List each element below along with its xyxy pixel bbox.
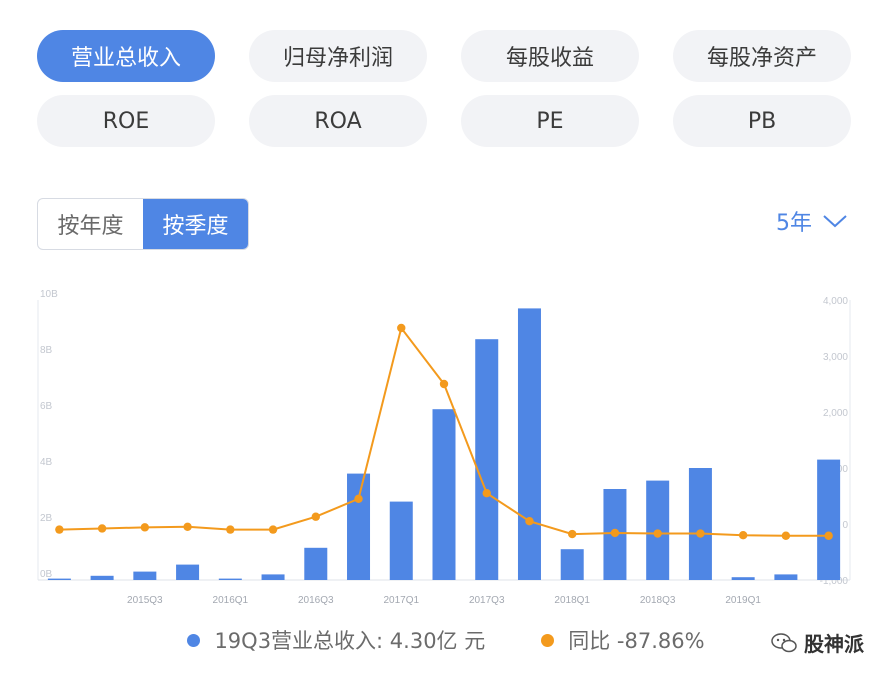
annual-button[interactable]: 按年度 [57, 214, 124, 239]
quarterly-button[interactable]: 按季度 [143, 199, 248, 249]
tab-roe[interactable]: ROE [37, 95, 215, 147]
tab-revenue[interactable]: 营业总收入 [37, 30, 215, 82]
y-left-tick-label: 2B [40, 513, 53, 524]
yoy-point [610, 528, 620, 538]
range-selector[interactable]: 5年 [776, 204, 848, 238]
yoy-point [97, 524, 107, 533]
revenue-bar [218, 578, 242, 580]
chevron-down-icon [823, 215, 847, 228]
revenue-chart: 0B2B4B6B8B10B-1,00001,0002,0003,0004,000… [37, 289, 851, 606]
revenue-bar [133, 571, 157, 580]
yoy-point [696, 529, 705, 538]
tab-net-profit[interactable]: 归母净利润 [249, 30, 427, 82]
tab-bps[interactable]: 每股净资产 [673, 30, 851, 82]
y-left-tick-label: 6B [40, 401, 53, 412]
x-tick-label: 2017Q1 [383, 595, 419, 606]
yoy-point [781, 531, 791, 540]
y-right-tick-label: 0 [842, 520, 848, 531]
yoy-point [568, 529, 577, 539]
revenue-bar [817, 459, 841, 580]
legend-item-yoy[interactable]: 同比 -87.86% [541, 625, 705, 655]
yoy-point [183, 522, 192, 531]
yoy-point [439, 379, 449, 389]
yoy-point [738, 531, 748, 540]
range-selector-label: 5年 [776, 211, 812, 236]
x-tick-label: 2016Q1 [213, 595, 249, 606]
y-left-tick-label: 4B [40, 457, 53, 468]
chart-legend: 19Q3营业总收入: 4.30亿 元 同比 -87.86% [0, 620, 892, 660]
y-right-tick-label: 3,000 [823, 352, 848, 363]
yoy-point [311, 512, 320, 521]
revenue-bar [731, 577, 755, 580]
revenue-bar [688, 468, 712, 580]
yoy-point [824, 531, 833, 540]
x-tick-label: 2018Q3 [640, 595, 676, 606]
tab-pe[interactable]: PE [461, 95, 639, 147]
revenue-bar [90, 575, 114, 580]
yoy-point [525, 517, 534, 526]
yoy-point [397, 323, 406, 333]
tab-eps[interactable]: 每股收益 [461, 30, 639, 82]
tab-pb[interactable]: PB [673, 95, 851, 147]
yoy-point [140, 523, 150, 532]
tab-roa[interactable]: ROA [249, 95, 427, 147]
x-tick-label: 2019Q1 [725, 595, 761, 606]
revenue-bar [475, 339, 499, 580]
yoy-point [226, 525, 235, 534]
x-tick-label: 2016Q3 [298, 595, 334, 606]
legend-item-revenue[interactable]: 19Q3营业总收入: 4.30亿 元 [187, 625, 485, 655]
legend-dot-revenue [187, 633, 201, 647]
x-tick-label: 2017Q3 [469, 595, 505, 606]
legend-dot-yoy [541, 633, 555, 647]
revenue-bar [176, 564, 200, 580]
revenue-bar [432, 409, 456, 580]
y-left-tick-label: 10B [40, 289, 58, 300]
watermark-text: 股神派 [804, 632, 864, 656]
revenue-bar [47, 578, 71, 580]
yoy-point [354, 494, 363, 503]
period-toggle: 按年度 按季度 [37, 198, 249, 250]
y-right-tick-label: 4,000 [823, 296, 848, 307]
revenue-bar [304, 547, 328, 580]
revenue-bar [517, 308, 541, 580]
legend-label-revenue: 19Q3营业总收入: 4.30亿 元 [214, 629, 486, 653]
y-left-tick-label: 8B [40, 345, 53, 356]
x-tick-label: 2018Q1 [554, 595, 590, 606]
legend-label-yoy: 同比 -87.86% [568, 629, 705, 653]
revenue-bar [774, 574, 798, 580]
revenue-bar [560, 549, 584, 580]
x-tick-label: 2015Q3 [127, 595, 163, 606]
y-right-tick-label: 2,000 [823, 408, 848, 419]
revenue-bar [261, 574, 285, 580]
y-right-tick-label: -1,000 [820, 576, 849, 587]
watermark: 股神派 [770, 628, 864, 657]
revenue-bar [347, 473, 371, 580]
yoy-point [55, 525, 64, 534]
y-left-tick-label: 0B [40, 569, 53, 580]
revenue-bar [389, 501, 413, 580]
wechat-icon [771, 632, 797, 652]
yoy-point [653, 529, 662, 538]
yoy-point [268, 525, 278, 534]
yoy-point [482, 489, 491, 498]
